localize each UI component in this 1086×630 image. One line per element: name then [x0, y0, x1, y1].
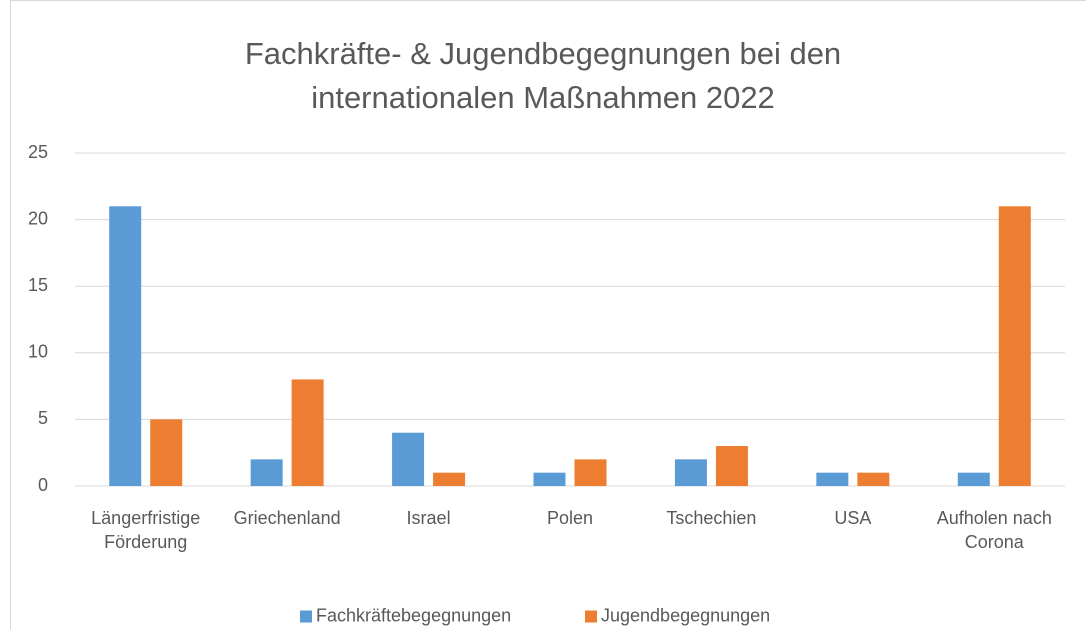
- legend-swatch: [585, 610, 597, 622]
- legend-label: Fachkräftebegegnungen: [316, 605, 512, 626]
- legend-label: Jugendbegegnungen: [601, 605, 771, 626]
- bar: [533, 472, 566, 486]
- y-tick-label: 25: [28, 142, 48, 162]
- x-tick-label: Griechenland: [233, 508, 341, 528]
- bar: [574, 459, 607, 486]
- chart-title: Fachkräfte- & Jugendbegegnungen bei den …: [244, 36, 842, 115]
- legend-swatch: [300, 610, 312, 622]
- bar: [998, 206, 1031, 486]
- bar: [816, 472, 849, 486]
- bar: [250, 459, 283, 486]
- y-tick-label: 5: [38, 408, 48, 428]
- bar: [674, 459, 707, 486]
- x-tick-label: Tschechien: [666, 508, 757, 528]
- bar: [957, 472, 990, 486]
- bar: [291, 379, 324, 486]
- x-tick-label: USA: [834, 508, 872, 528]
- x-tick-label: Längerfristige Förderung: [91, 508, 201, 552]
- bar: [715, 446, 748, 486]
- x-tick-label: Aufholen nach Corona: [936, 508, 1052, 552]
- y-tick-label: 20: [28, 208, 48, 228]
- bar: [392, 432, 425, 486]
- legend-item: Fachkräftebegegnungen: [300, 606, 511, 627]
- chart-border: [10, 0, 1086, 630]
- y-tick-label: 10: [28, 342, 48, 362]
- x-tick-label: Israel: [406, 508, 451, 528]
- y-tick-label: 0: [38, 475, 48, 495]
- bar: [150, 419, 183, 486]
- bar: [109, 206, 142, 486]
- bar: [857, 472, 890, 486]
- bar: [433, 472, 466, 486]
- y-tick-label: 15: [28, 275, 48, 295]
- x-tick-label: Polen: [546, 508, 594, 528]
- legend-item: Jugendbegegnungen: [585, 606, 770, 627]
